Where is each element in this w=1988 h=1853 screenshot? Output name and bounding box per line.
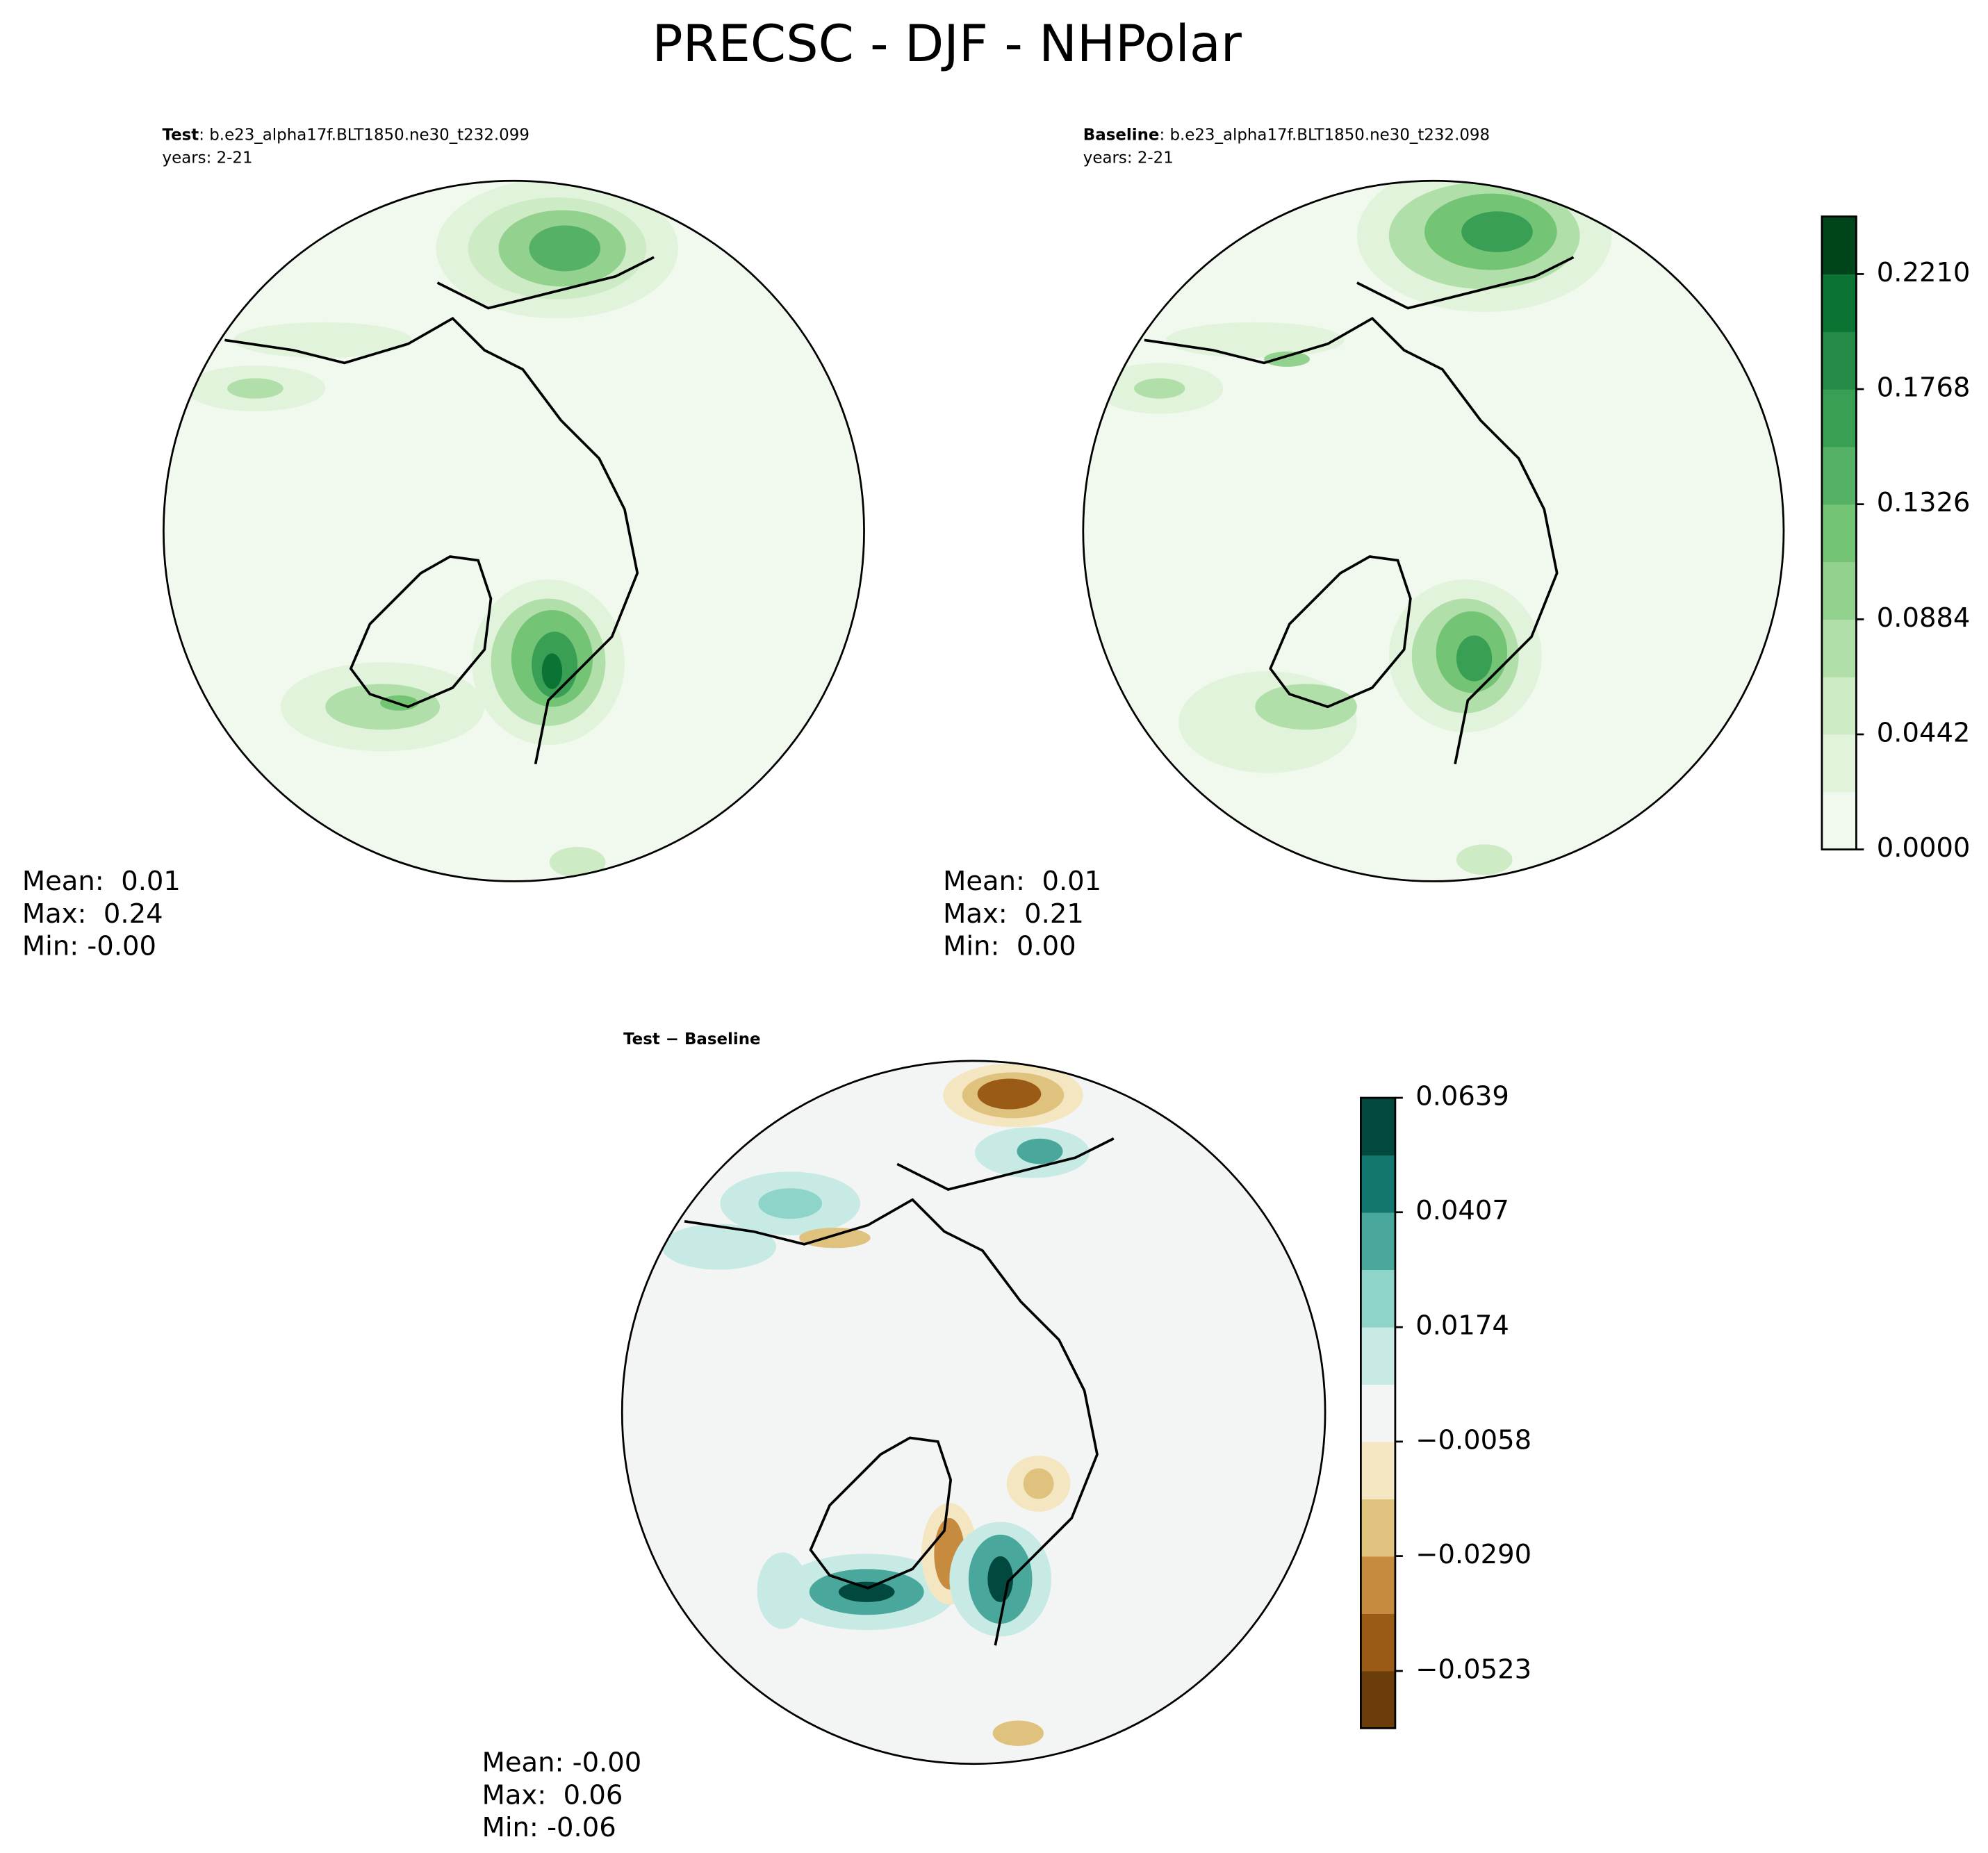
field-contour [662,1224,777,1270]
colorbar-level [1821,561,1857,620]
field-contour [227,378,284,399]
coastlines [684,1137,1115,1646]
field-contour [977,1078,1042,1110]
colorbar-level [1361,1613,1395,1672]
map [1083,181,1784,882]
colorbar-level [1821,389,1857,447]
panel-stat: Min: -0.00 [22,931,156,962]
field-contour [1017,1138,1063,1164]
panel-case: : b.e23_alpha17f.BLT1850.ne30_t232.098 [1159,126,1490,145]
colorbar-tick-label: 0.0174 [1415,1310,1509,1342]
colorbar-level [1821,619,1857,677]
panel-stat: Mean: -0.00 [482,1747,642,1779]
colorbar-level [1361,1499,1395,1557]
panel-name: Test [163,126,199,145]
colorbar-level [1361,1212,1395,1271]
colorbar-level [1361,1670,1395,1729]
coastline [896,1137,1115,1191]
panel-stat: Max: 0.06 [482,1779,623,1811]
panel-case: : b.e23_alpha17f.BLT1850.ne30_t232.099 [199,126,529,145]
coastlines [224,256,655,765]
panel-name: Test − Baseline [623,1030,760,1048]
panel-stat: Max: 0.24 [22,898,163,930]
colorbar-level [1361,1326,1395,1385]
field-contour [325,684,441,730]
colorbar-tick-label: 0.1768 [1877,372,1971,404]
map-border [621,1060,1326,1765]
field-contour [529,225,601,272]
map-background [622,1060,1326,1764]
colorbar-level [1821,734,1857,793]
field-contour [758,1188,823,1219]
field-contour [992,1720,1044,1747]
colorbar-level [1361,1098,1395,1156]
colorbar-frame [1821,215,1857,850]
field-contour [1461,211,1533,252]
panel-label: Test − Baseline [623,1030,760,1048]
field-contour [757,1552,808,1629]
panel-stat: Max: 0.21 [943,898,1084,930]
colorbar-tick-label: −0.0290 [1415,1539,1531,1570]
field-contour [1134,378,1185,399]
field-contour [1456,844,1513,875]
coastline [684,1198,1099,1646]
coastline [1269,555,1412,709]
panel-years: years: 2-21 [1083,149,1174,167]
map-border [1082,179,1785,882]
panel-label: Test: b.e23_alpha17f.BLT1850.ne30_t232.0… [163,126,529,145]
panel-years: years: 2-21 [163,149,253,167]
colorbar-level [1361,1269,1395,1328]
colorbar-level [1361,1556,1395,1614]
coastline [809,1436,953,1590]
map [163,181,864,882]
field-contour [541,653,563,689]
colorbar-tick-label: 0.0442 [1877,717,1971,748]
colorbar-tick-label: −0.0523 [1415,1654,1531,1686]
colorbar-level [1821,274,1857,332]
colorbar-tick-label: 0.0884 [1877,602,1971,634]
field-contour [1264,351,1311,367]
field-contour [233,322,412,359]
field-contour [1165,322,1345,359]
panel-stat: Mean: 0.01 [943,866,1101,897]
field-contour [1023,1468,1054,1499]
colorbar-level [1361,1384,1395,1442]
coastline [1144,316,1559,765]
colorbar-level [1821,216,1857,274]
panel-stat: Min: -0.06 [482,1812,616,1843]
colorbar-tick-label: 0.2210 [1877,257,1971,288]
colorbar-level [1361,1441,1395,1499]
coastline [1356,256,1575,310]
field-contour [1255,684,1357,730]
colorbar-tick-label: 0.1326 [1877,487,1971,518]
coastlines [1144,256,1575,765]
panel-stat: Min: 0.00 [943,931,1076,962]
colorbar-level [1821,446,1857,505]
panel-stat: Mean: 0.01 [22,866,181,897]
colorbar-tick-label: −0.0058 [1415,1424,1531,1456]
figure-title: PRECSC - DJF - NHPolar [652,15,1242,74]
colorbar-level [1821,791,1857,850]
colorbar-tick-label: 0.0639 [1415,1081,1509,1112]
map [622,1060,1326,1764]
panel-label: Baseline: b.e23_alpha17f.BLT1850.ne30_t2… [1083,126,1490,145]
coastline [224,316,639,765]
colorbar-level [1821,504,1857,563]
field-contour [1456,635,1493,682]
field-contour [838,1581,895,1602]
field-contour [549,846,606,878]
colorbar-level [1821,331,1857,390]
colorbar-level [1821,677,1857,735]
colorbar-frame [1360,1096,1397,1729]
colorbar-level [1361,1155,1395,1213]
colorbar-tick-label: 0.0000 [1877,832,1971,864]
panel-name: Baseline [1083,126,1160,145]
map-border [163,179,865,882]
colorbar-tick-label: 0.0407 [1415,1195,1509,1226]
coastline [436,256,655,310]
coastline [349,555,493,709]
field-contour [799,1228,871,1249]
